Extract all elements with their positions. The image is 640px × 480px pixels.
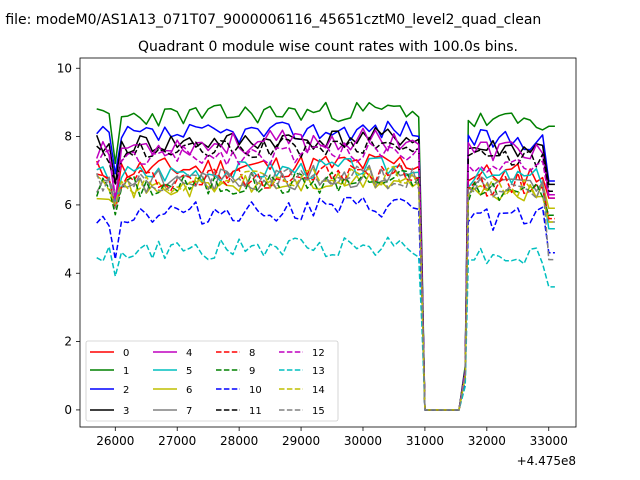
series-line-9 [95,169,555,411]
series-line-13 [96,236,555,411]
series-line-12 [96,141,555,411]
legend-label-3: 3 [123,406,129,417]
legend-label-8: 8 [249,348,255,359]
legend-label-9: 9 [249,366,255,377]
legend-label-11: 11 [249,406,262,417]
legend-label-2: 2 [123,385,129,396]
y-tick-label: 2 [64,335,72,349]
x-tick-label: 33000 [530,434,568,448]
legend-label-4: 4 [186,348,192,359]
series-line-11 [96,136,555,411]
x-tick-label: 26000 [96,434,134,448]
series-line-1 [96,101,555,411]
series-layer [95,101,555,411]
y-axis: 0 2 4 6 8 10 [57,61,80,417]
axes-title: Quadrant 0 module wise count rates with … [138,39,518,55]
x-axis-offset-label: +4.475e8 [517,454,576,468]
x-tick-label: 30000 [344,434,382,448]
legend-label-0: 0 [123,348,129,359]
y-tick-label: 8 [64,130,72,144]
series-line-10 [96,196,555,411]
x-tick-label: 27000 [158,434,196,448]
x-axis: 26000 27000 28000 29000 30000 31000 32000 33000 [96,427,568,448]
legend-label-14: 14 [312,385,325,396]
x-tick-label: 29000 [282,434,320,448]
figure-suptitle: n file: modeM0/AS1A13_071T07_9000006116_… [0,12,541,28]
legend-label-10: 10 [249,385,262,396]
series-line-8 [96,162,555,411]
legend-label-13: 13 [312,366,325,377]
legend-label-15: 15 [312,406,325,417]
y-tick-label: 6 [64,198,72,212]
legend-label-7: 7 [186,406,192,417]
series-line-5 [96,156,555,411]
y-tick-label: 0 [64,403,72,417]
series-line-3 [95,126,555,411]
series-line-4 [95,127,555,411]
legend-label-5: 5 [186,366,192,377]
series-line-14 [96,165,555,411]
series-line-7 [96,164,555,411]
x-tick-label: 28000 [220,434,258,448]
y-tick-label: 4 [64,266,72,280]
x-tick-label: 31000 [406,434,444,448]
x-tick-label: 32000 [468,434,506,448]
y-tick-label: 10 [57,61,72,75]
legend-box [85,340,339,422]
plot-frame [79,57,577,428]
legend-label-6: 6 [186,385,192,396]
legend-label-12: 12 [312,348,325,359]
legend-label-1: 1 [123,366,129,377]
